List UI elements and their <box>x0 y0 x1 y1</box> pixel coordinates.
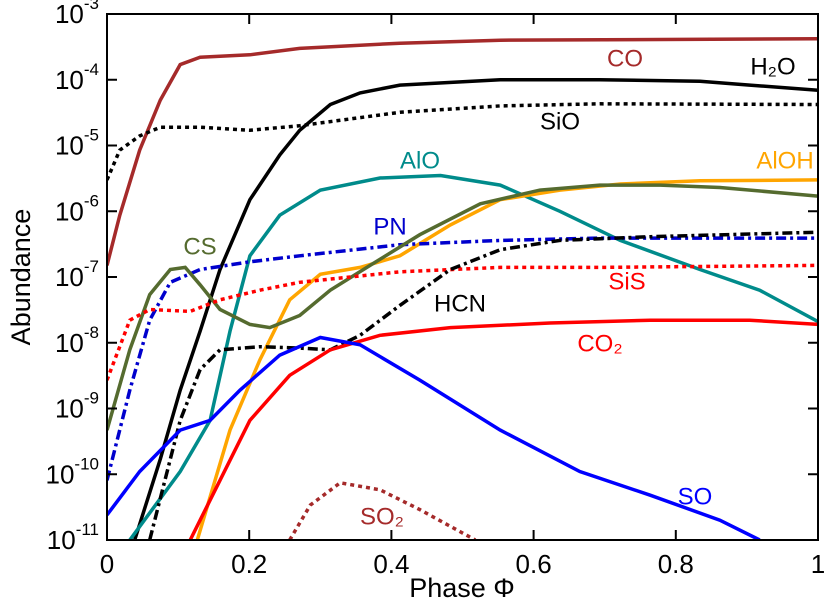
x-tick-label: 0.8 <box>658 549 694 579</box>
y-tick-exponent: -7 <box>84 257 99 276</box>
series-label: SiS <box>608 268 645 295</box>
y-axis-label: Abundance <box>6 209 36 346</box>
y-tick-exponent: -3 <box>84 0 99 13</box>
series-label: CO₂ <box>577 330 622 357</box>
x-tick-label: 0.2 <box>231 549 267 579</box>
y-tick-exponent: -6 <box>84 191 99 210</box>
y-tick-label: 10-7 <box>55 257 99 292</box>
series-line <box>288 480 477 540</box>
y-tick-base: 10 <box>55 196 84 226</box>
y-tick-exponent: -5 <box>84 126 99 145</box>
series-label: H₂O <box>750 53 795 80</box>
y-tick-label: 10-10 <box>46 454 100 489</box>
y-tick-label: 10-9 <box>55 389 99 424</box>
y-tick-label: 10-11 <box>47 520 99 555</box>
series-line <box>107 335 761 540</box>
y-tick-exponent: -8 <box>84 323 99 342</box>
y-tick-label: 10-8 <box>55 323 99 358</box>
series-line <box>128 173 818 540</box>
y-tick-base: 10 <box>55 131 84 161</box>
series-line <box>107 37 818 266</box>
series-line <box>188 318 818 540</box>
y-tick-label: 10-4 <box>55 60 99 95</box>
series-line <box>148 230 818 540</box>
series-label: SiO <box>540 108 580 135</box>
x-axis-label: Phase Φ <box>409 573 515 603</box>
series-label: SO <box>678 483 713 510</box>
x-tick-label: 0.6 <box>516 549 552 579</box>
y-tick-base: 10 <box>55 328 84 358</box>
series-line <box>133 78 818 540</box>
series-label: CS <box>183 233 216 260</box>
series-label: AlOH <box>756 147 813 174</box>
series-line <box>107 102 818 181</box>
y-tick-label: 10-5 <box>55 126 99 161</box>
y-tick-label: 10-3 <box>55 0 99 29</box>
y-tick-exponent: -10 <box>74 454 99 473</box>
series-line <box>107 236 818 481</box>
y-tick-exponent: -9 <box>84 389 99 408</box>
series-line <box>107 263 818 381</box>
series-label: CO <box>607 45 643 72</box>
y-tick-base: 10 <box>47 525 76 555</box>
y-tick-base: 10 <box>55 0 84 29</box>
series-line <box>107 183 818 431</box>
y-tick-exponent: -11 <box>76 520 99 539</box>
plot-frame <box>106 13 819 541</box>
series-label: SO₂ <box>360 503 404 530</box>
series-label: AlO <box>400 147 440 174</box>
plot-area <box>107 37 818 540</box>
y-tick-base: 10 <box>55 65 84 95</box>
y-tick-label: 10-6 <box>55 191 99 226</box>
x-tick-label: 1 <box>811 549 825 579</box>
x-tick-label: 0.4 <box>373 549 409 579</box>
x-tick-label: 0 <box>100 549 114 579</box>
series-label: PN <box>373 213 406 240</box>
series-label: HCN <box>434 290 486 317</box>
y-tick-base: 10 <box>55 394 84 424</box>
y-tick-base: 10 <box>55 262 84 292</box>
y-tick-base: 10 <box>46 459 75 489</box>
y-tick-exponent: -4 <box>84 60 99 79</box>
